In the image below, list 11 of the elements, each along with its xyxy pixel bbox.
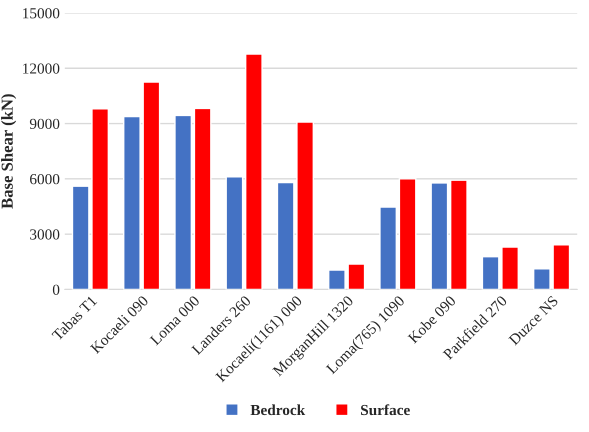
- bar: [91, 108, 110, 290]
- y-tick-label: 15000: [23, 8, 60, 18]
- y-tick-label: 3000: [30, 229, 60, 240]
- y-tick-label: 6000: [30, 174, 60, 184]
- y-axis-title: Base Shear (kN): [1, 94, 16, 209]
- legend-label: Bedrock: [250, 404, 306, 416]
- legend-label: Surface: [361, 404, 410, 416]
- y-tick-label: 12000: [23, 63, 60, 74]
- y-tick-label: 9000: [30, 118, 60, 130]
- bar: [72, 186, 90, 290]
- y-tick-label: 0: [52, 284, 60, 295]
